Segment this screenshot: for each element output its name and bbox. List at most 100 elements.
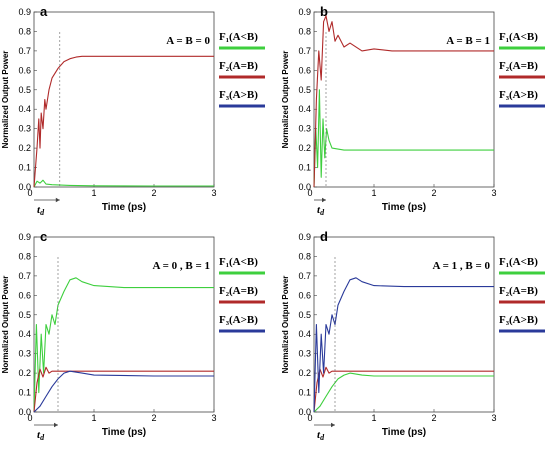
legend-label-3: F₃(A>B): [219, 89, 258, 101]
y-tick-label: 0.6: [18, 65, 31, 75]
y-tick-label: 0.7: [298, 271, 311, 281]
y-tick-label: 0.8: [18, 26, 31, 36]
x-tick-label: 2: [431, 413, 436, 423]
td-subscript: d: [40, 433, 45, 442]
legend-label-2: F₂(A=B): [219, 60, 258, 72]
y-tick-label: 0.4: [18, 329, 31, 339]
panel-c: 0.0 0.1 0.2 0.3 0.4 0.5 0.6 0.7 0.8 0.9 0 1 2 3 Time (…: [1, 229, 265, 442]
panel-letter: d: [320, 229, 328, 244]
y-tick-label: 0.3: [18, 124, 31, 134]
y-tick-label: 0.2: [298, 143, 311, 153]
y-axis-label: Normalized Output Power: [1, 276, 10, 374]
y-tick-label: 0.5: [18, 310, 31, 320]
y-tick-label: 0.9: [18, 7, 31, 17]
y-tick-label: 0.0: [298, 182, 311, 192]
series-line-2: [313, 15, 494, 188]
condition-label: A = B = 1: [446, 35, 490, 47]
series-line-2: [313, 366, 494, 413]
y-tick-label: 0.6: [298, 290, 311, 300]
y-tick-label: 0.2: [18, 143, 31, 153]
legend-label-3: F₃(A>B): [219, 314, 258, 326]
series-line-1: [313, 372, 494, 413]
td-subscript: d: [320, 208, 325, 217]
td-label: td: [317, 429, 325, 442]
y-tick-label: 0.8: [18, 251, 31, 261]
y-axis-label: Normalized Output Power: [281, 276, 290, 374]
x-axis-label: Time (ps): [382, 202, 426, 213]
y-tick-label: 0.3: [18, 349, 31, 359]
legend-label-2: F₂(A=B): [499, 60, 538, 72]
series-line-1: [313, 89, 494, 188]
panel-a: 0.0 0.1 0.2 0.3 0.4 0.5 0.6 0.7 0.8 0.9 0 1 2 3 Time (…: [1, 4, 265, 217]
condition-label: A = B = 0: [166, 35, 210, 47]
legend-label-1: F₁(A<B): [499, 256, 538, 268]
x-tick-label: 1: [371, 188, 376, 198]
y-tick-label: 0.7: [298, 46, 311, 56]
td-label: td: [37, 204, 45, 217]
y-tick-label: 0.4: [298, 104, 311, 114]
y-tick-label: 0.7: [18, 271, 31, 281]
series-line-1: [33, 179, 214, 188]
legend-label-1: F₁(A<B): [499, 31, 538, 43]
x-tick-label: 2: [151, 188, 156, 198]
y-axis-label: Normalized Output Power: [1, 51, 10, 149]
td-arrow-head: [54, 422, 58, 428]
y-tick-label: 0.0: [18, 182, 31, 192]
y-tick-label: 0.1: [298, 388, 311, 398]
y-tick-label: 0.9: [298, 7, 311, 17]
x-axis-label: Time (ps): [102, 202, 146, 213]
td-arrow-head: [322, 197, 326, 203]
plot-frame: [313, 236, 495, 413]
y-tick-label: 0.7: [18, 46, 31, 56]
y-tick-label: 0.2: [18, 368, 31, 378]
x-tick-label: 0: [307, 188, 312, 198]
y-tick-label: 0.9: [18, 232, 31, 242]
x-tick-label: 3: [211, 188, 216, 198]
plot-frame: [313, 11, 495, 188]
td-label: td: [37, 429, 45, 442]
y-tick-label: 0.1: [18, 163, 31, 173]
legend-label-1: F₁(A<B): [219, 256, 258, 268]
y-axis-label: Normalized Output Power: [281, 51, 290, 149]
x-tick-label: 1: [91, 188, 96, 198]
legend-label-3: F₃(A>B): [499, 89, 538, 101]
x-tick-label: 3: [491, 413, 496, 423]
x-tick-label: 1: [371, 413, 376, 423]
series-line-3: [33, 370, 214, 413]
plot-frame: [33, 236, 215, 413]
y-tick-label: 0.8: [298, 251, 311, 261]
panel-letter: b: [320, 4, 328, 19]
x-tick-label: 0: [307, 413, 312, 423]
plot-frame: [33, 11, 215, 188]
x-tick-label: 0: [27, 188, 32, 198]
x-axis-label: Time (ps): [382, 427, 426, 438]
x-tick-label: 2: [151, 413, 156, 423]
condition-label: A = 0 , B = 1: [153, 260, 210, 272]
x-tick-label: 2: [431, 188, 436, 198]
y-tick-label: 0.4: [18, 104, 31, 114]
y-tick-label: 0.3: [298, 124, 311, 134]
legend-label-2: F₂(A=B): [219, 285, 258, 297]
y-tick-label: 0.0: [298, 407, 311, 417]
y-tick-label: 0.5: [298, 310, 311, 320]
y-tick-label: 0.6: [298, 65, 311, 75]
panel-letter: a: [40, 4, 48, 19]
series-line-2: [33, 366, 214, 413]
series-line-1: [33, 277, 214, 413]
td-label: td: [317, 204, 325, 217]
y-tick-label: 0.9: [298, 232, 311, 242]
legend-label-1: F₁(A<B): [219, 31, 258, 43]
panel-d: 0.0 0.1 0.2 0.3 0.4 0.5 0.6 0.7 0.8 0.9 0 1 2 3 Time (…: [281, 229, 545, 442]
x-tick-label: 3: [491, 188, 496, 198]
y-tick-label: 0.4: [298, 329, 311, 339]
y-tick-label: 0.1: [298, 163, 311, 173]
condition-label: A = 1 , B = 0: [433, 260, 491, 272]
y-tick-label: 0.3: [298, 349, 311, 359]
y-tick-label: 0.6: [18, 290, 31, 300]
y-tick-label: 0.8: [298, 26, 311, 36]
panel-letter: c: [40, 229, 47, 244]
legend-label-3: F₃(A>B): [499, 314, 538, 326]
legend-label-2: F₂(A=B): [499, 285, 538, 297]
td-arrow-head: [331, 422, 335, 428]
